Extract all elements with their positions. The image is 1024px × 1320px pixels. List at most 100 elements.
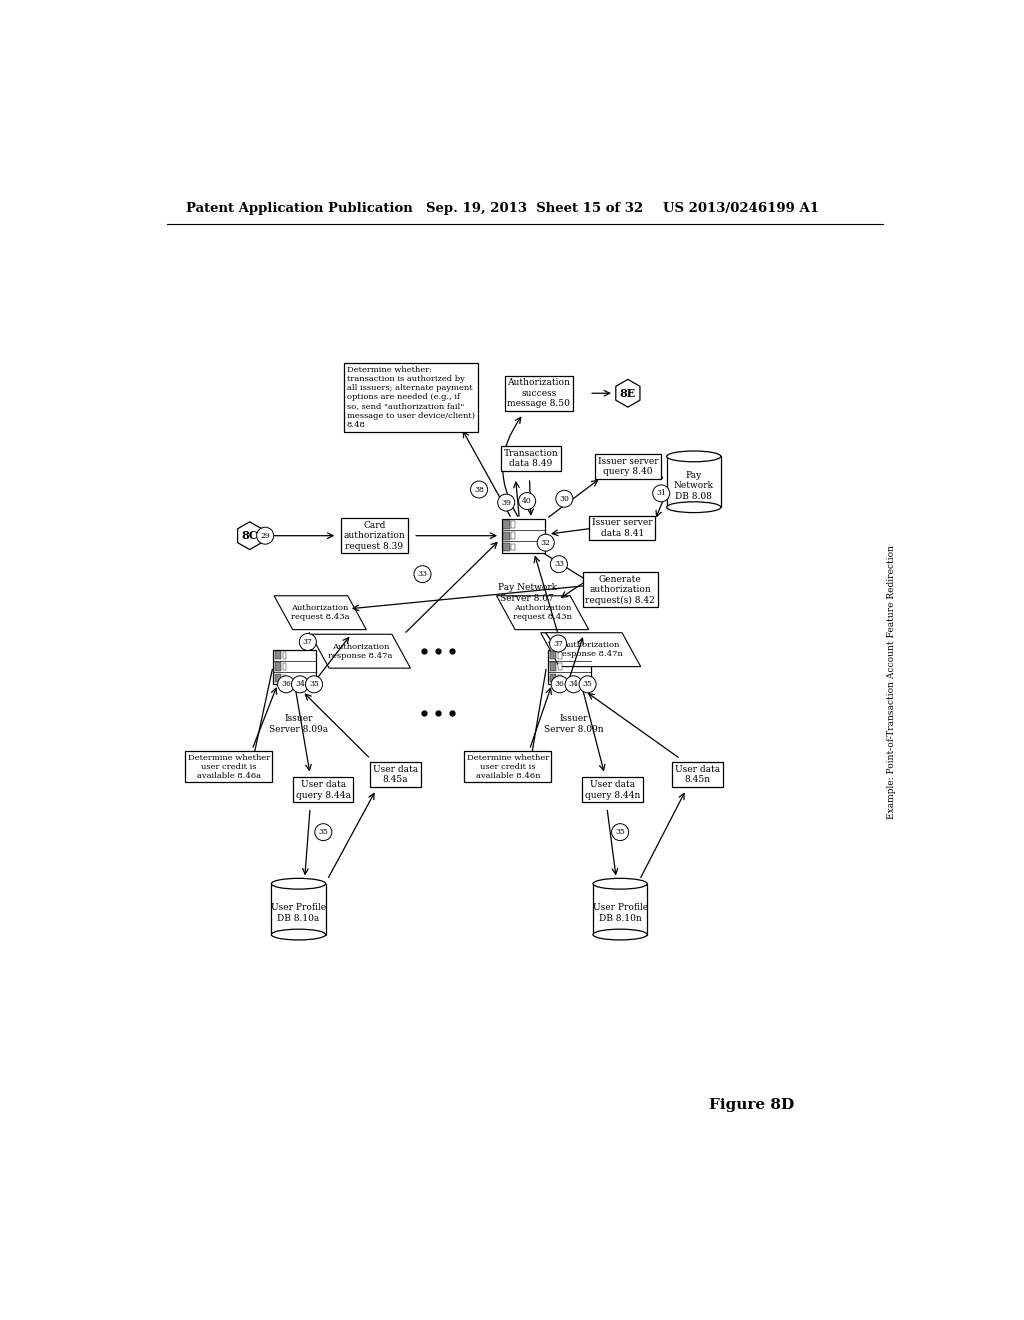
Text: 38: 38 xyxy=(474,486,484,494)
Text: User Profile
DB 8.10a: User Profile DB 8.10a xyxy=(271,903,326,923)
Text: Card
authorization
request 8.39: Card authorization request 8.39 xyxy=(344,521,406,550)
Text: 35: 35 xyxy=(318,828,329,836)
Polygon shape xyxy=(238,521,262,549)
Bar xyxy=(283,675,287,681)
Text: Patent Application Publication: Patent Application Publication xyxy=(186,202,413,215)
Text: 33: 33 xyxy=(418,570,427,578)
Text: 31: 31 xyxy=(656,490,667,498)
Text: 35: 35 xyxy=(583,680,593,688)
Bar xyxy=(274,663,281,671)
Circle shape xyxy=(498,494,515,511)
Ellipse shape xyxy=(667,451,721,462)
Bar xyxy=(511,521,515,528)
Bar xyxy=(283,663,287,671)
Bar xyxy=(549,649,591,684)
Text: User data
8.45a: User data 8.45a xyxy=(373,764,418,784)
Polygon shape xyxy=(274,595,367,630)
Text: Figure 8D: Figure 8D xyxy=(710,1098,795,1113)
Ellipse shape xyxy=(271,878,326,890)
Text: Issuer
Server 8.09n: Issuer Server 8.09n xyxy=(544,714,603,734)
Bar xyxy=(504,520,510,528)
Bar xyxy=(274,651,281,660)
Circle shape xyxy=(550,635,566,652)
Text: User Profile
DB 8.10n: User Profile DB 8.10n xyxy=(593,903,648,923)
Text: 33: 33 xyxy=(554,560,564,568)
Text: User data
query 8.44n: User data query 8.44n xyxy=(585,780,640,800)
Circle shape xyxy=(551,676,568,693)
Circle shape xyxy=(305,676,323,693)
Text: Determine whether:
transaction is authorized by
all issuers; alternate payment
o: Determine whether: transaction is author… xyxy=(347,366,475,429)
Text: Determine whether
user credit is
available 8.46n: Determine whether user credit is availab… xyxy=(467,754,549,780)
Text: Issuer server
data 8.41: Issuer server data 8.41 xyxy=(592,519,652,537)
Text: 29: 29 xyxy=(260,532,270,540)
Bar xyxy=(504,532,510,540)
Text: Authorization
success
message 8.50: Authorization success message 8.50 xyxy=(507,379,570,408)
Text: Issuer
Server 8.09a: Issuer Server 8.09a xyxy=(269,714,328,734)
Polygon shape xyxy=(541,632,641,667)
Text: 8E: 8E xyxy=(620,388,636,399)
Text: 30: 30 xyxy=(559,495,569,503)
Bar xyxy=(502,519,545,553)
Ellipse shape xyxy=(271,878,326,890)
Text: Example: Point-of-Transaction Account Feature Redirection: Example: Point-of-Transaction Account Fe… xyxy=(887,545,896,818)
Bar xyxy=(271,884,326,935)
Circle shape xyxy=(257,527,273,544)
Bar xyxy=(558,663,561,671)
Text: 37: 37 xyxy=(303,638,312,645)
Ellipse shape xyxy=(667,502,721,512)
Circle shape xyxy=(471,480,487,498)
Ellipse shape xyxy=(593,878,647,890)
Text: 37: 37 xyxy=(553,639,563,648)
Text: User data
8.45n: User data 8.45n xyxy=(675,764,720,784)
Bar xyxy=(283,652,287,659)
Bar xyxy=(558,675,561,681)
Polygon shape xyxy=(615,379,640,407)
Text: Authorization
request 8.43a: Authorization request 8.43a xyxy=(291,605,349,622)
Circle shape xyxy=(611,824,629,841)
Bar xyxy=(550,663,556,671)
Circle shape xyxy=(652,484,670,502)
Bar xyxy=(504,543,510,552)
Ellipse shape xyxy=(593,929,647,940)
Bar xyxy=(511,544,515,550)
Circle shape xyxy=(538,535,554,552)
Ellipse shape xyxy=(271,929,326,940)
Circle shape xyxy=(314,824,332,841)
Bar xyxy=(273,649,316,684)
Bar xyxy=(558,652,561,659)
Polygon shape xyxy=(497,595,589,630)
Polygon shape xyxy=(310,635,411,668)
Circle shape xyxy=(299,634,316,651)
Text: 40: 40 xyxy=(522,498,532,506)
Text: 35: 35 xyxy=(309,680,318,688)
Text: Transaction
data 8.49: Transaction data 8.49 xyxy=(504,449,558,469)
Text: 34: 34 xyxy=(295,680,305,688)
Text: 35: 35 xyxy=(615,828,625,836)
Text: 8C: 8C xyxy=(242,531,258,541)
Circle shape xyxy=(292,676,308,693)
Text: 34: 34 xyxy=(568,680,579,688)
Text: 32: 32 xyxy=(541,539,551,546)
Circle shape xyxy=(579,676,596,693)
Bar xyxy=(274,673,281,682)
Bar xyxy=(550,651,556,660)
Text: Pay Network
Server 8.07: Pay Network Server 8.07 xyxy=(498,583,557,603)
Circle shape xyxy=(550,556,567,573)
Circle shape xyxy=(414,566,431,582)
Text: 39: 39 xyxy=(502,499,511,507)
Circle shape xyxy=(556,490,572,507)
Text: Sep. 19, 2013  Sheet 15 of 32: Sep. 19, 2013 Sheet 15 of 32 xyxy=(426,202,643,215)
Text: User data
query 8.44a: User data query 8.44a xyxy=(296,780,351,800)
Text: Authorization
response 8.47n: Authorization response 8.47n xyxy=(558,642,624,659)
Text: Pay
Network
DB 8.08: Pay Network DB 8.08 xyxy=(674,471,714,500)
Ellipse shape xyxy=(667,451,721,462)
Text: Authorization
request 8.43n: Authorization request 8.43n xyxy=(513,605,572,622)
Circle shape xyxy=(278,676,295,693)
Ellipse shape xyxy=(593,878,647,890)
Text: 36: 36 xyxy=(282,680,291,688)
Text: Determine whether
user credit is
available 8.46a: Determine whether user credit is availab… xyxy=(187,754,270,780)
Text: US 2013/0246199 A1: US 2013/0246199 A1 xyxy=(663,202,819,215)
Circle shape xyxy=(518,492,536,510)
Text: Issuer server
query 8.40: Issuer server query 8.40 xyxy=(598,457,658,477)
Text: Authorization
response 8.47a: Authorization response 8.47a xyxy=(329,643,392,660)
